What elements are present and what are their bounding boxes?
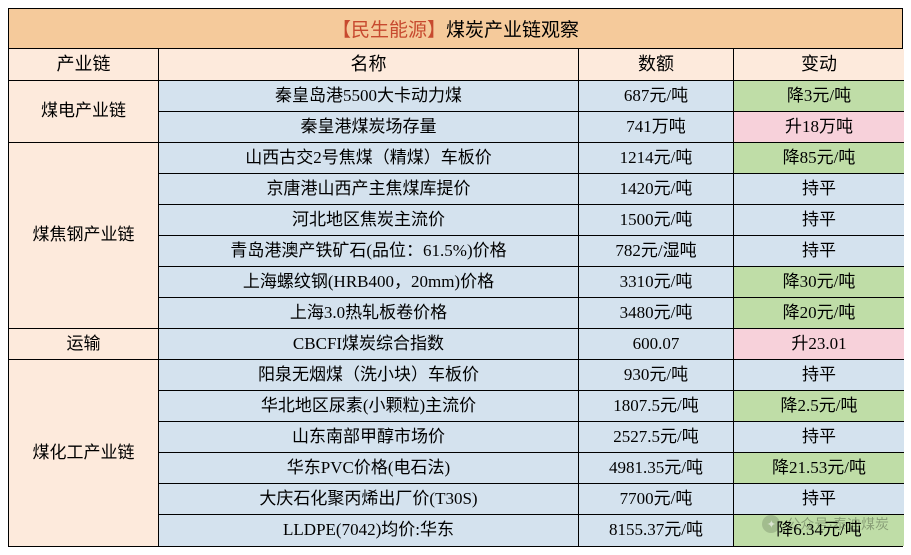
amount-cell: 4981.35元/吨 bbox=[579, 453, 734, 484]
amount-cell: 3310元/吨 bbox=[579, 267, 734, 298]
category-cell: 煤焦钢产业链 bbox=[9, 143, 159, 329]
amount-cell: 741万吨 bbox=[579, 112, 734, 143]
name-cell: 河北地区焦炭主流价 bbox=[159, 205, 579, 236]
name-cell: 秦皇港煤炭场存量 bbox=[159, 112, 579, 143]
title-lead: 【民生能源】 bbox=[332, 20, 446, 41]
change-cell: 降21.53元/吨 bbox=[734, 453, 904, 484]
change-cell: 升18万吨 bbox=[734, 112, 904, 143]
category-cell: 煤化工产业链 bbox=[9, 360, 159, 546]
name-cell: LLDPE(7042)均价:华东 bbox=[159, 515, 579, 546]
amount-cell: 3480元/吨 bbox=[579, 298, 734, 329]
change-cell: 持平 bbox=[734, 205, 904, 236]
change-cell: 降85元/吨 bbox=[734, 143, 904, 174]
name-cell: 京唐港山西产主焦煤库提价 bbox=[159, 174, 579, 205]
name-cell: 上海螺纹钢(HRB400，20mm)价格 bbox=[159, 267, 579, 298]
change-cell: 降6.34元/吨 bbox=[734, 515, 904, 546]
amount-cell: 782元/湿吨 bbox=[579, 236, 734, 267]
change-cell: 降20元/吨 bbox=[734, 298, 904, 329]
name-cell: 山东南部甲醇市场价 bbox=[159, 422, 579, 453]
category-cell: 煤电产业链 bbox=[9, 81, 159, 143]
change-cell: 升23.01 bbox=[734, 329, 904, 360]
name-cell: 青岛港澳产铁矿石(品位：61.5%)价格 bbox=[159, 236, 579, 267]
amount-cell: 8155.37元/吨 bbox=[579, 515, 734, 546]
name-cell: 山西古交2号焦煤（精煤）车板价 bbox=[159, 143, 579, 174]
change-cell: 持平 bbox=[734, 422, 904, 453]
amount-cell: 687元/吨 bbox=[579, 81, 734, 112]
amount-cell: 1420元/吨 bbox=[579, 174, 734, 205]
name-cell: CBCFI煤炭综合指数 bbox=[159, 329, 579, 360]
name-cell: 秦皇岛港5500大卡动力煤 bbox=[159, 81, 579, 112]
change-cell: 持平 bbox=[734, 484, 904, 515]
change-cell: 降30元/吨 bbox=[734, 267, 904, 298]
header-change: 变动 bbox=[734, 49, 904, 81]
change-cell: 持平 bbox=[734, 236, 904, 267]
header-name: 名称 bbox=[159, 49, 579, 81]
table-title: 【民生能源】煤炭产业链观察 bbox=[9, 9, 902, 49]
coal-industry-table: 【民生能源】煤炭产业链观察 产业链 名称 数额 变动 煤电产业链秦皇岛港5500… bbox=[8, 8, 903, 547]
name-cell: 大庆石化聚丙烯出厂价(T30S) bbox=[159, 484, 579, 515]
amount-cell: 1214元/吨 bbox=[579, 143, 734, 174]
amount-cell: 1807.5元/吨 bbox=[579, 391, 734, 422]
change-cell: 持平 bbox=[734, 360, 904, 391]
name-cell: 阳泉无烟煤（洗小块）车板价 bbox=[159, 360, 579, 391]
amount-cell: 1500元/吨 bbox=[579, 205, 734, 236]
title-rest: 煤炭产业链观察 bbox=[446, 20, 579, 41]
amount-cell: 600.07 bbox=[579, 329, 734, 360]
amount-cell: 2527.5元/吨 bbox=[579, 422, 734, 453]
change-cell: 降3元/吨 bbox=[734, 81, 904, 112]
amount-cell: 930元/吨 bbox=[579, 360, 734, 391]
change-cell: 降2.5元/吨 bbox=[734, 391, 904, 422]
name-cell: 上海3.0热轧板卷价格 bbox=[159, 298, 579, 329]
header-amount: 数额 bbox=[579, 49, 734, 81]
table-grid: 产业链 名称 数额 变动 煤电产业链秦皇岛港5500大卡动力煤687元/吨降3元… bbox=[9, 49, 902, 546]
change-cell: 持平 bbox=[734, 174, 904, 205]
name-cell: 华东PVC价格(电石法) bbox=[159, 453, 579, 484]
header-chain: 产业链 bbox=[9, 49, 159, 81]
amount-cell: 7700元/吨 bbox=[579, 484, 734, 515]
name-cell: 华北地区尿素(小颗粒)主流价 bbox=[159, 391, 579, 422]
category-cell: 运输 bbox=[9, 329, 159, 360]
